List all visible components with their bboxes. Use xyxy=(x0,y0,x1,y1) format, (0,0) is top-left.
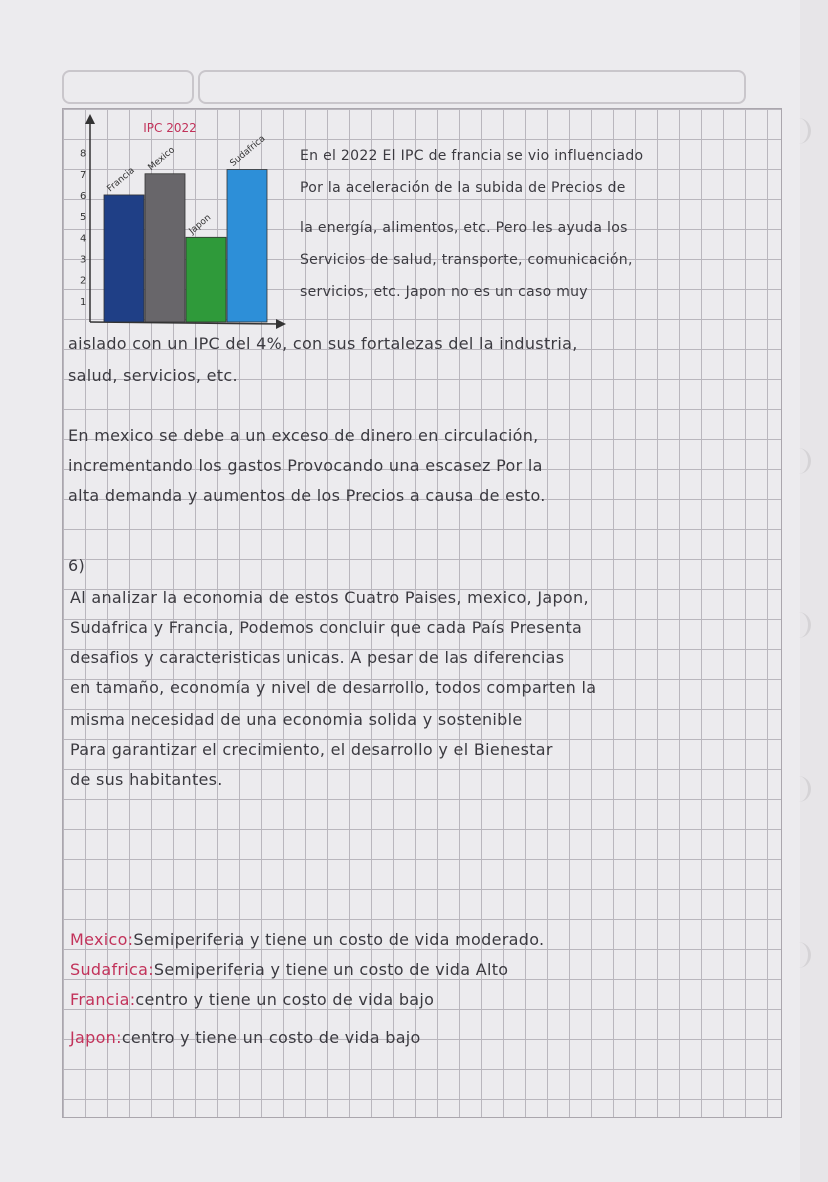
binder-hole xyxy=(786,942,811,968)
country-description: centro y tiene un costo de vida bajo xyxy=(121,1028,421,1047)
bar-label: Mexico xyxy=(147,145,178,173)
text-line: Para garantizar el crecimiento, el desar… xyxy=(70,740,553,759)
binder-hole xyxy=(786,612,811,638)
summary-row: Sudafrica:Semiperiferia y tiene un costo… xyxy=(70,960,508,979)
text-line: en tamaño, economía y nivel de desarroll… xyxy=(70,678,597,697)
summary-row: Mexico:Semiperiferia y tiene un costo de… xyxy=(70,930,544,949)
text-line: de sus habitantes. xyxy=(70,770,223,789)
text-line: Al analizar la economia de estos Cuatro … xyxy=(70,588,589,607)
text-line: servicios, etc. Japon no es un caso muy xyxy=(300,284,588,300)
y-axis-arrow xyxy=(85,114,95,124)
country-label: Sudafrica: xyxy=(70,960,154,979)
bar-label: Sudafrica xyxy=(229,134,268,169)
text-line: En mexico se debe a un exceso de dinero … xyxy=(68,426,539,445)
chart-title: IPC 2022 xyxy=(143,121,197,135)
text-line: Servicios de salud, transporte, comunica… xyxy=(300,252,633,268)
country-label: Japon: xyxy=(70,1028,122,1047)
y-tick-label: 3 xyxy=(80,254,86,265)
y-tick-label: 6 xyxy=(80,191,86,202)
text-line: desafios y caracteristicas unicas. A pes… xyxy=(70,648,565,667)
binder-hole xyxy=(786,118,811,144)
notebook-page xyxy=(62,70,782,1118)
text-line: alta demanda y aumentos de los Precios a… xyxy=(68,486,546,505)
section-label: 6) xyxy=(68,556,86,575)
y-tick-label: 7 xyxy=(80,170,86,181)
text-line: aislado con un IPC del 4%, con sus forta… xyxy=(68,334,578,353)
x-axis-arrow xyxy=(276,319,286,329)
bar-chart: IPC 2022 1 2 3 4 5 6 7 8 Francia Mexico Japon Suda… xyxy=(80,114,286,329)
bar-japon xyxy=(185,236,227,323)
text-line: En el 2022 El IPC de francia se vio infl… xyxy=(300,148,644,164)
text-line: misma necesidad de una economia solida y… xyxy=(70,710,523,729)
text-line: salud, servicios, etc. xyxy=(68,366,238,385)
binder-hole xyxy=(786,776,811,802)
header-box-right xyxy=(198,70,746,104)
bar-mexico xyxy=(144,173,186,323)
y-tick-label: 8 xyxy=(80,149,86,160)
bar-sudafrica xyxy=(226,169,268,323)
header-box-left xyxy=(62,70,194,104)
summary-row: Francia:centro y tiene un costo de vida … xyxy=(70,990,434,1009)
country-label: Francia: xyxy=(70,990,136,1009)
text-line: Por la aceleración de la subida de Preci… xyxy=(300,180,626,196)
country-label: Mexico: xyxy=(70,930,134,949)
bar-label: Japon xyxy=(187,213,213,237)
y-tick-label: 1 xyxy=(80,297,86,308)
text-line: Sudafrica y Francia, Podemos concluir qu… xyxy=(70,618,583,637)
text-line: incrementando los gastos Provocando una … xyxy=(68,456,543,475)
country-description: centro y tiene un costo de vida bajo xyxy=(135,990,435,1009)
y-tick-label: 4 xyxy=(80,233,86,244)
binder-hole xyxy=(786,448,811,474)
y-tick-label: 2 xyxy=(80,276,86,287)
summary-row: Japon:centro y tiene un costo de vida ba… xyxy=(70,1028,421,1047)
y-tick-label: 5 xyxy=(80,212,86,223)
bar-francia xyxy=(103,194,145,323)
text-line: la energía, alimentos, etc. Pero les ayu… xyxy=(300,220,628,236)
country-description: Semiperiferia y tiene un costo de vida A… xyxy=(153,960,509,979)
country-description: Semiperiferia y tiene un costo de vida m… xyxy=(133,930,545,949)
bar-label: Francia xyxy=(106,166,137,194)
